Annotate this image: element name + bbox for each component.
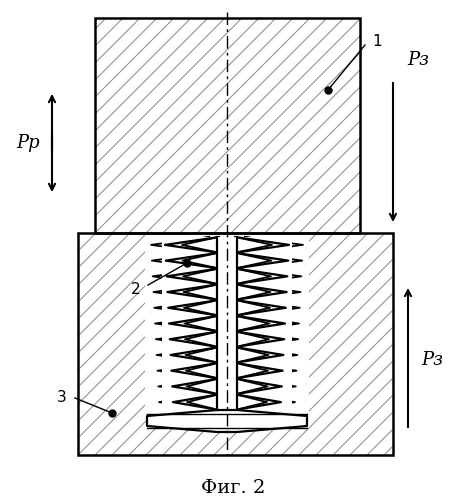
Text: Рз: Рз xyxy=(407,51,429,69)
Polygon shape xyxy=(217,237,237,410)
Polygon shape xyxy=(151,237,209,410)
Polygon shape xyxy=(78,233,393,455)
Text: 1: 1 xyxy=(372,34,382,48)
Text: Рз: Рз xyxy=(421,351,443,369)
Polygon shape xyxy=(162,237,292,410)
Polygon shape xyxy=(207,237,247,410)
Polygon shape xyxy=(215,237,239,410)
Polygon shape xyxy=(245,237,303,410)
Polygon shape xyxy=(145,232,309,415)
Text: Фиг. 2: Фиг. 2 xyxy=(201,479,265,497)
Polygon shape xyxy=(147,410,307,432)
Text: 2: 2 xyxy=(130,282,140,298)
Polygon shape xyxy=(95,18,360,233)
Text: Рр: Рр xyxy=(16,134,40,152)
Text: 3: 3 xyxy=(57,390,67,406)
